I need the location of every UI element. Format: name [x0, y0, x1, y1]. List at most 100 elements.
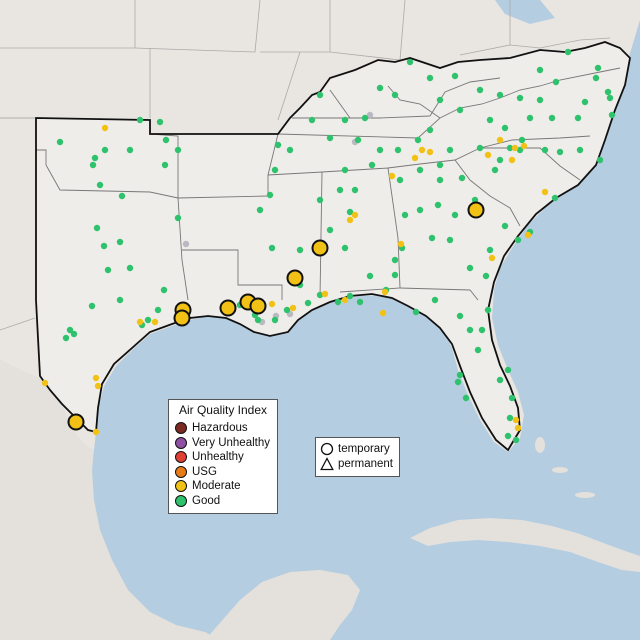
monitor-moderate-large[interactable] [249, 297, 267, 315]
monitor-moderate[interactable] [289, 304, 297, 312]
monitor-good[interactable] [266, 191, 274, 199]
monitor-good[interactable] [356, 298, 364, 306]
monitor-good[interactable] [596, 156, 604, 164]
monitor-good[interactable] [341, 116, 349, 124]
monitor-good[interactable] [316, 196, 324, 204]
monitor-moderate[interactable] [520, 142, 528, 150]
monitor-good[interactable] [486, 116, 494, 124]
monitor-good[interactable] [136, 116, 144, 124]
monitor-good[interactable] [496, 156, 504, 164]
monitor-good[interactable] [512, 436, 520, 444]
monitor-moderate-large[interactable] [67, 413, 85, 431]
monitor-good[interactable] [391, 91, 399, 99]
monitor-moderate[interactable] [351, 211, 359, 219]
monitor-good[interactable] [581, 98, 589, 106]
monitor-good[interactable] [174, 214, 182, 222]
monitor-good[interactable] [254, 316, 262, 324]
monitor-good[interactable] [501, 124, 509, 132]
monitor-good[interactable] [366, 272, 374, 280]
monitor-moderate[interactable] [496, 136, 504, 144]
monitor-moderate[interactable] [101, 124, 109, 132]
monitor-good[interactable] [536, 66, 544, 74]
monitor-moderate[interactable] [508, 156, 516, 164]
monitor-good[interactable] [476, 86, 484, 94]
monitor-good[interactable] [436, 96, 444, 104]
monitor-good[interactable] [436, 176, 444, 184]
monitor-good[interactable] [341, 166, 349, 174]
monitor-good[interactable] [126, 146, 134, 154]
monitor-good[interactable] [144, 316, 152, 324]
monitor-good[interactable] [501, 222, 509, 230]
monitor-good[interactable] [506, 414, 514, 422]
monitor-good[interactable] [576, 146, 584, 154]
monitor-good[interactable] [100, 242, 108, 250]
monitor-good[interactable] [412, 308, 420, 316]
monitor-moderate[interactable] [346, 216, 354, 224]
monitor-good[interactable] [606, 94, 614, 102]
monitor-good[interactable] [93, 224, 101, 232]
monitor-good[interactable] [376, 84, 384, 92]
monitor-good[interactable] [466, 326, 474, 334]
monitor-good[interactable] [504, 366, 512, 374]
monitor-good[interactable] [89, 161, 97, 169]
monitor-good[interactable] [174, 146, 182, 154]
monitor-good[interactable] [516, 146, 524, 154]
monitor-moderate[interactable] [541, 188, 549, 196]
monitor-good[interactable] [482, 272, 490, 280]
monitor-good[interactable] [334, 298, 342, 306]
monitor-good[interactable] [556, 148, 564, 156]
monitor-good[interactable] [416, 206, 424, 214]
monitor-good[interactable] [283, 306, 291, 314]
monitor-good[interactable] [62, 334, 70, 342]
monitor-good[interactable] [118, 192, 126, 200]
monitor-moderate[interactable] [321, 290, 329, 298]
monitor-good[interactable] [346, 292, 354, 300]
monitor-good[interactable] [154, 306, 162, 314]
monitor-good[interactable] [256, 206, 264, 214]
monitor-moderate-large[interactable] [173, 309, 191, 327]
monitor-good[interactable] [304, 299, 312, 307]
monitor-good[interactable] [271, 316, 279, 324]
monitor-good[interactable] [451, 72, 459, 80]
monitor-good[interactable] [368, 161, 376, 169]
monitor-moderate[interactable] [397, 240, 405, 248]
monitor-good[interactable] [116, 296, 124, 304]
monitor-good[interactable] [96, 181, 104, 189]
monitor-good[interactable] [592, 74, 600, 82]
monitor-good[interactable] [316, 91, 324, 99]
monitor-moderate[interactable] [41, 379, 49, 387]
monitor-no-data[interactable] [182, 240, 190, 248]
monitor-good[interactable] [56, 138, 64, 146]
monitor-good[interactable] [116, 238, 124, 246]
monitor-good[interactable] [336, 186, 344, 194]
monitor-good[interactable] [391, 256, 399, 264]
monitor-good[interactable] [491, 166, 499, 174]
monitor-good[interactable] [456, 371, 464, 379]
monitor-good[interactable] [91, 154, 99, 162]
monitor-moderate[interactable] [92, 374, 100, 382]
monitor-good[interactable] [541, 146, 549, 154]
monitor-good[interactable] [446, 146, 454, 154]
monitor-good[interactable] [70, 330, 78, 338]
monitor-moderate[interactable] [341, 296, 349, 304]
monitor-good[interactable] [436, 161, 444, 169]
monitor-good[interactable] [518, 136, 526, 144]
monitor-moderate[interactable] [136, 318, 144, 326]
monitor-good[interactable] [346, 208, 354, 216]
monitor-good[interactable] [286, 146, 294, 154]
monitor-good[interactable] [88, 302, 96, 310]
monitor-moderate[interactable] [512, 416, 520, 424]
monitor-good[interactable] [434, 201, 442, 209]
monitor-good[interactable] [406, 58, 414, 66]
monitor-good[interactable] [326, 134, 334, 142]
monitor-good[interactable] [271, 166, 279, 174]
monitor-good[interactable] [351, 186, 359, 194]
monitor-moderate-large[interactable] [467, 201, 485, 219]
monitor-good[interactable] [456, 312, 464, 320]
monitor-good[interactable] [104, 266, 112, 274]
monitor-good[interactable] [608, 111, 616, 119]
monitor-good[interactable] [496, 376, 504, 384]
monitor-good[interactable] [451, 211, 459, 219]
monitor-moderate[interactable] [418, 146, 426, 154]
